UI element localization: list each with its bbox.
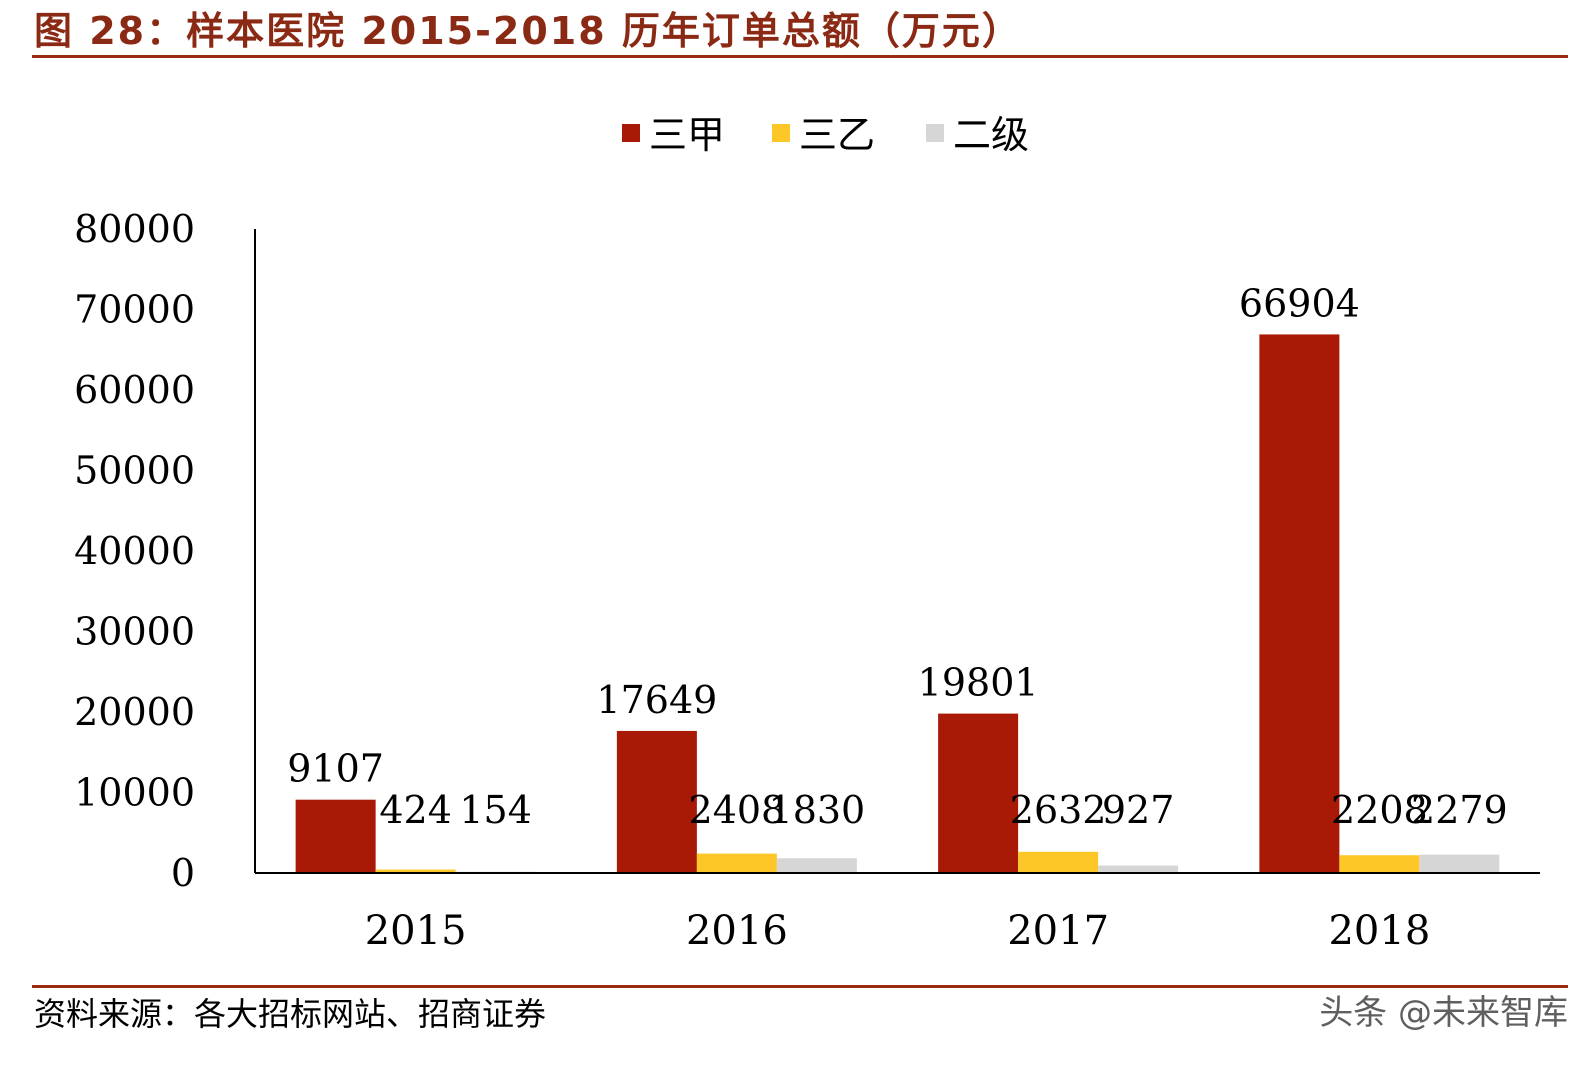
footer-rule (32, 985, 1568, 988)
legend-label: 三乙 (799, 113, 875, 157)
y-tick-label: 80000 (74, 207, 195, 251)
y-axis: 0 10000 20000 30000 40000 50000 60000 70000 8000… (74, 207, 256, 895)
title-rule (32, 55, 1568, 58)
x-tick-label: 2016 (686, 908, 788, 954)
data-label: 424 (379, 788, 452, 832)
data-label: 927 (1102, 788, 1175, 832)
x-axis: 2015 2016 2017 2018 (255, 872, 1540, 954)
y-tick-label: 30000 (74, 610, 195, 654)
bar-三甲-2016 (616, 730, 697, 873)
data-label: 2279 (1411, 788, 1508, 832)
data-label: 2632 (1010, 788, 1107, 832)
data-label: 9107 (287, 747, 384, 791)
y-tick-label: 60000 (74, 368, 195, 412)
x-tick-label: 2018 (1328, 908, 1430, 954)
x-tick-label: 2015 (365, 908, 467, 954)
source-note: 资料来源：各大招标网站、招商证券 (34, 995, 547, 1033)
data-label: 2208 (1331, 788, 1428, 832)
bar-三甲-2017 (938, 713, 1019, 873)
data-label: 2408 (689, 788, 786, 832)
y-tick-label: 70000 (74, 288, 195, 332)
x-tick-label: 2017 (1007, 908, 1109, 954)
y-tick-label: 20000 (74, 690, 195, 734)
bar-三乙-2015 (375, 869, 456, 873)
bar-二级-2017 (1098, 865, 1179, 873)
bar-三甲-2018 (1259, 334, 1340, 873)
legend-label: 二级 (953, 113, 1029, 157)
legend-swatch (772, 124, 790, 142)
y-tick-label: 50000 (74, 449, 195, 493)
figure-title: 图 28：样本医院 2015-2018 历年订单总额（万元） (34, 9, 1022, 53)
legend-swatch (622, 124, 640, 142)
watermark: 头条 @未来智库 (1319, 993, 1568, 1033)
data-label: 19801 (918, 661, 1039, 705)
bar-三乙-2018 (1339, 855, 1420, 873)
data-label: 66904 (1239, 281, 1360, 325)
bar-三甲-2015 (295, 799, 376, 873)
y-tick-label: 10000 (74, 771, 195, 815)
data-label: 1830 (769, 788, 866, 832)
chart-legend: 三甲 三乙 二级 (622, 113, 1029, 157)
bar-三乙-2016 (696, 853, 777, 873)
bar-三乙-2017 (1018, 851, 1099, 873)
legend-label: 三甲 (649, 113, 725, 157)
y-tick-label: 40000 (74, 529, 195, 573)
legend-swatch (926, 124, 944, 142)
data-label: 17649 (596, 678, 717, 722)
y-tick-label: 0 (171, 851, 195, 895)
bars (295, 334, 1500, 873)
bar-chart: 三甲 三乙 二级 0 10000 20000 30000 40000 50000 60000 70… (74, 113, 1540, 954)
bar-二级-2016 (776, 858, 857, 873)
data-label: 154 (459, 788, 532, 832)
bar-二级-2018 (1419, 854, 1500, 873)
